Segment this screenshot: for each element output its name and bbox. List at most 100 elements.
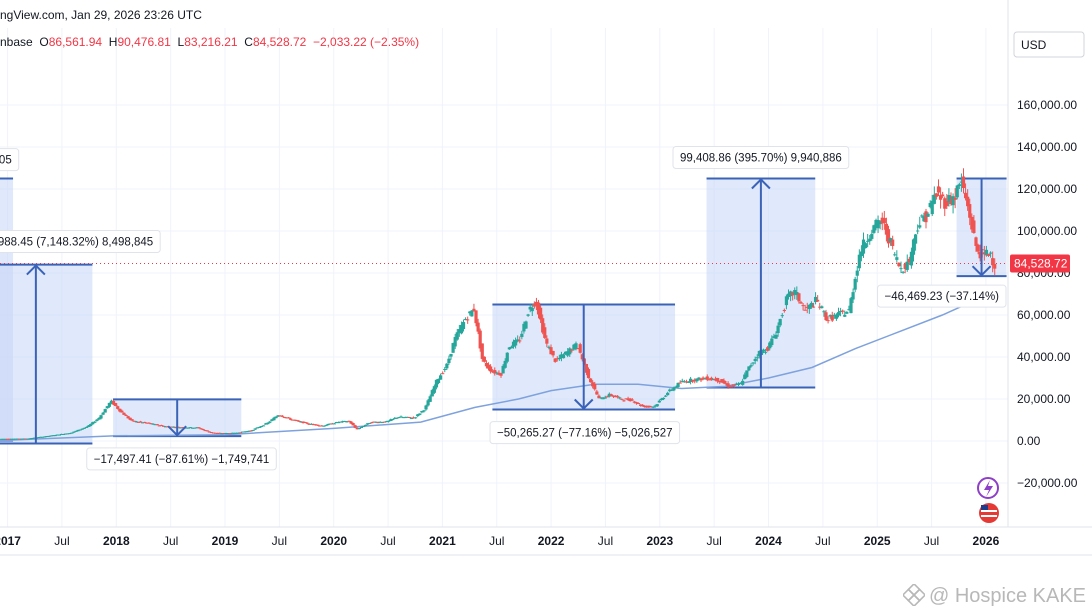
candle-body <box>734 383 739 385</box>
time-axis[interactable]: 2017 Jul 2018 Jul 2019 Jul 2020 Jul 2021 Jul 2022 J… <box>0 526 1092 556</box>
candle-body <box>607 393 611 397</box>
candle-body <box>907 258 911 263</box>
candle-body <box>301 421 305 424</box>
candle-body <box>28 438 32 440</box>
candle-body <box>80 428 84 430</box>
candle-body <box>180 427 184 429</box>
change-value: −2,033.22 (−2.35%) <box>313 35 420 49</box>
candle-body <box>76 429 80 432</box>
candle-body <box>963 192 968 199</box>
candle-body <box>826 320 830 322</box>
x-tick-label: 2026 <box>973 534 1000 548</box>
high-label: H <box>108 35 118 49</box>
candle-body <box>909 251 914 266</box>
candle-body <box>857 254 861 269</box>
candle-body <box>280 415 284 417</box>
candle-body <box>618 397 622 399</box>
y-tick-label: 120,000.00 <box>1017 182 1077 196</box>
candle-body <box>891 239 895 246</box>
candle-body <box>374 421 378 423</box>
currency-button-label[interactable]: USD <box>1021 38 1047 52</box>
candle-body <box>41 436 45 438</box>
candle-body <box>264 423 268 425</box>
close-value: 84,528.72 <box>252 35 307 49</box>
us-flag-icon-canton[interactable] <box>981 505 988 510</box>
candle-body <box>657 400 661 403</box>
candle-body <box>524 321 528 329</box>
candle-body <box>636 403 641 405</box>
candle-body <box>251 429 255 431</box>
currency-button-box[interactable] <box>1013 31 1085 58</box>
candle-body <box>982 252 986 255</box>
candle-body <box>451 343 455 353</box>
candle-body <box>197 427 201 429</box>
candle-body <box>641 404 645 407</box>
lightning-icon[interactable] <box>977 477 999 499</box>
candle-body <box>645 406 649 408</box>
candle-body <box>688 378 693 383</box>
candle-body <box>659 398 664 401</box>
price-tags: 84,528.72 <box>977 254 1070 523</box>
candle-body <box>716 377 720 382</box>
measure-label-box <box>0 148 20 172</box>
us-flag-icon-stripe[interactable] <box>981 515 997 517</box>
candle-body <box>439 375 443 380</box>
candle-body <box>876 219 880 229</box>
price-candles <box>0 168 997 440</box>
candle-body <box>809 302 814 308</box>
lightning-icon-bolt[interactable] <box>984 480 993 497</box>
measure-label-box <box>672 146 850 169</box>
candle-body <box>861 239 866 254</box>
candle-body <box>295 420 299 422</box>
candle-body <box>45 436 49 438</box>
measure-arrow-head <box>751 178 771 190</box>
candle-body <box>291 419 295 421</box>
candle-body <box>339 421 343 423</box>
candle-body <box>653 405 657 407</box>
candle-body <box>593 383 597 390</box>
x-tick-label: Jul <box>489 534 504 548</box>
candle-body <box>803 309 807 311</box>
candle-body <box>0 438 3 440</box>
candle-body <box>220 433 224 435</box>
candle-body <box>203 430 207 432</box>
candle-body <box>766 347 770 351</box>
candle-body <box>393 417 397 419</box>
y-tick-label: 20,000.00 <box>1017 392 1071 406</box>
candle-body <box>732 384 736 386</box>
x-tick-label: 2021 <box>429 534 456 548</box>
candle-body <box>111 400 116 405</box>
us-flag-icon-stripe[interactable] <box>981 510 997 512</box>
measure-label-text: −46,469.23 (−37.14%) <box>885 291 1000 303</box>
x-tick-label: 2019 <box>212 534 239 548</box>
currency-button[interactable]: USD <box>1013 31 1085 58</box>
candle-body <box>561 354 566 359</box>
candle-body <box>497 372 501 375</box>
candle-body <box>768 342 772 349</box>
candle-body <box>428 396 432 402</box>
candle-body <box>949 199 953 205</box>
candle-body <box>32 437 36 439</box>
exchange-name: nbase <box>0 35 33 49</box>
candle-body <box>61 433 66 435</box>
candle-body <box>332 423 336 425</box>
candle-body <box>574 343 578 349</box>
candle-body <box>805 306 809 308</box>
x-tick-label: Jul <box>54 534 69 548</box>
measure-label-box <box>0 230 161 253</box>
candle-body <box>239 432 243 434</box>
candle-body <box>349 421 353 424</box>
candle-body <box>424 405 428 410</box>
us-flag-icon[interactable] <box>979 503 999 523</box>
measure-label-box <box>877 284 1007 308</box>
candle-body <box>668 389 672 392</box>
candle-body <box>597 395 601 399</box>
candle-body <box>993 264 997 269</box>
candle-body <box>397 417 401 419</box>
candle-body <box>661 397 666 400</box>
candle-body <box>484 362 489 367</box>
y-tick-label: −20,000.00 <box>1017 476 1078 490</box>
candle-body <box>268 421 272 423</box>
candle-body <box>701 377 705 379</box>
